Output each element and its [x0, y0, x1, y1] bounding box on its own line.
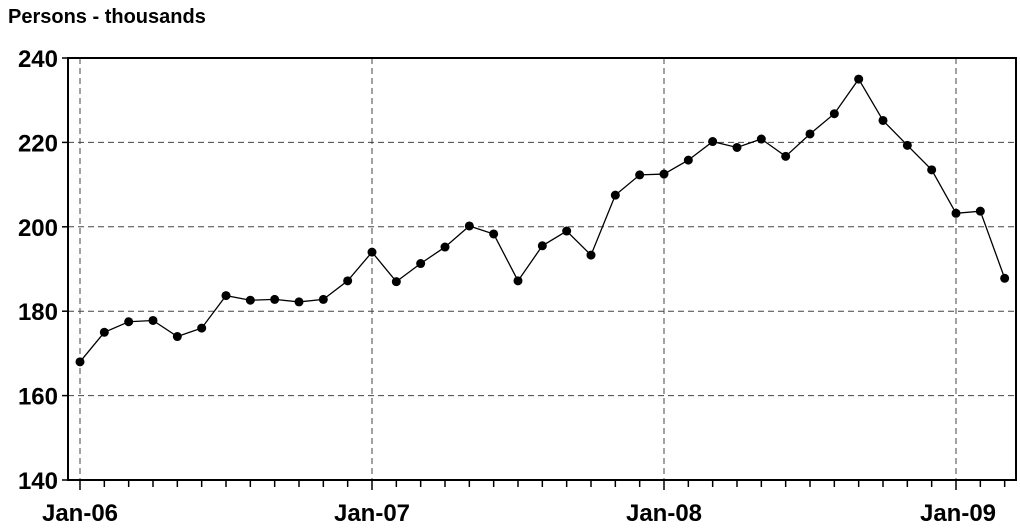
data-point [75, 357, 85, 367]
x-tick-label: Jan-09 [920, 500, 996, 527]
x-tick-label: Jan-08 [626, 500, 702, 527]
data-point [172, 332, 182, 342]
y-tick-label: 180 [18, 299, 58, 326]
data-point [391, 277, 401, 287]
data-point [878, 115, 888, 125]
data-point [1000, 273, 1010, 283]
series-line [79, 77, 1006, 363]
data-point [732, 142, 742, 152]
data-point [829, 109, 839, 119]
data-point [927, 165, 937, 175]
data-point [659, 169, 669, 179]
data-point [197, 323, 207, 333]
x-tick-label: Jan-06 [42, 500, 118, 527]
y-tick-label: 140 [18, 468, 58, 495]
x-tick-labels: Jan-06 Jan-07 Jan-08 Jan-09 [42, 500, 996, 527]
y-tick-labels: 140 160 180 200 220 240 [18, 46, 58, 495]
data-point [805, 129, 815, 139]
data-point [318, 294, 328, 304]
y-tick-label: 220 [18, 130, 58, 157]
y-tick-label: 240 [18, 46, 58, 73]
data-point [245, 295, 255, 305]
data-point [975, 206, 985, 216]
data-point [489, 229, 499, 239]
data-point [270, 294, 280, 304]
grid [62, 57, 1016, 490]
series-layer [75, 74, 1010, 367]
data-point [221, 291, 231, 301]
data-point [294, 297, 304, 307]
data-point [902, 140, 912, 150]
data-point [586, 250, 596, 260]
data-point [416, 259, 426, 269]
data-point [148, 315, 158, 325]
data-point [756, 134, 766, 144]
data-point [537, 241, 547, 251]
data-point [513, 276, 523, 286]
data-point [683, 155, 693, 165]
data-point [610, 190, 620, 200]
data-point [635, 170, 645, 180]
x-tick-label: Jan-07 [334, 500, 410, 527]
y-tick-label: 160 [18, 384, 58, 411]
plot-area-frame [67, 57, 1017, 481]
data-point [781, 151, 791, 161]
data-point [367, 247, 377, 257]
data-point [343, 276, 353, 286]
data-point [440, 242, 450, 252]
data-point [124, 317, 134, 327]
data-point [951, 208, 961, 218]
y-tick-label: 200 [18, 215, 58, 242]
data-point [708, 137, 718, 147]
data-point [99, 327, 109, 337]
data-point [464, 221, 474, 231]
y-axis-label: Persons - thousands [8, 6, 206, 28]
data-point [854, 74, 864, 84]
data-point [562, 226, 572, 236]
